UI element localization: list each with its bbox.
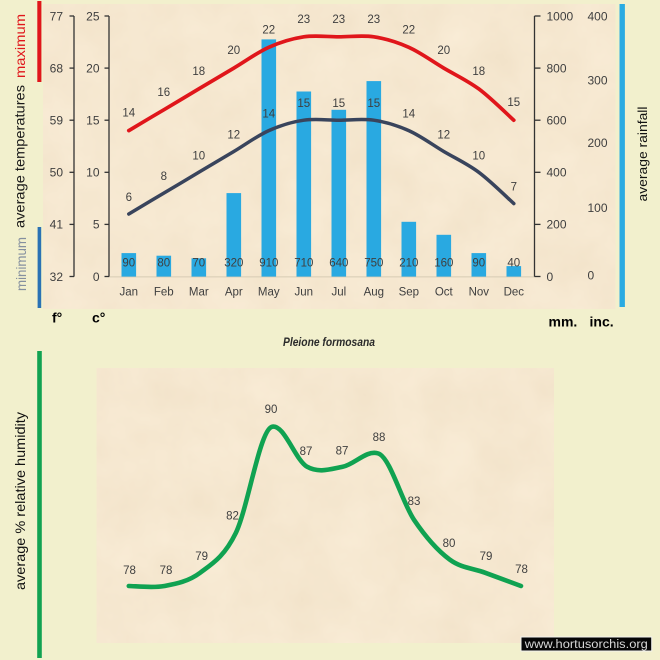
svg-text:7: 7 xyxy=(511,182,517,194)
svg-text:320: 320 xyxy=(224,257,243,269)
svg-text:80: 80 xyxy=(443,538,456,550)
svg-text:210: 210 xyxy=(399,257,418,269)
svg-text:inc.: inc. xyxy=(590,314,614,330)
svg-text:22: 22 xyxy=(262,24,275,36)
svg-text:0: 0 xyxy=(588,268,595,282)
svg-text:160: 160 xyxy=(434,257,453,269)
svg-text:15: 15 xyxy=(367,98,380,110)
svg-text:41: 41 xyxy=(50,218,64,232)
svg-text:68: 68 xyxy=(50,61,64,75)
svg-text:87: 87 xyxy=(336,446,349,458)
svg-text:87: 87 xyxy=(300,446,313,458)
svg-text:18: 18 xyxy=(472,66,485,78)
svg-text:Oct: Oct xyxy=(435,286,454,298)
svg-text:12: 12 xyxy=(227,130,240,142)
svg-text:25: 25 xyxy=(86,9,100,23)
svg-text:Jan: Jan xyxy=(120,286,139,298)
svg-text:Dec: Dec xyxy=(504,286,525,298)
svg-text:910: 910 xyxy=(259,257,278,269)
svg-text:Jul: Jul xyxy=(331,286,346,298)
svg-text:40: 40 xyxy=(507,257,520,269)
svg-text:minimum: minimum xyxy=(13,237,29,291)
svg-text:200: 200 xyxy=(588,136,608,150)
svg-text:maximum: maximum xyxy=(12,14,28,78)
svg-text:90: 90 xyxy=(472,257,485,269)
svg-text:640: 640 xyxy=(329,257,348,269)
svg-text:18: 18 xyxy=(192,66,205,78)
svg-text:600: 600 xyxy=(547,114,567,128)
svg-text:22: 22 xyxy=(402,24,415,36)
svg-text:6: 6 xyxy=(126,192,132,204)
svg-text:Pleione formosana: Pleione formosana xyxy=(283,335,375,349)
svg-text:77: 77 xyxy=(50,9,64,23)
svg-text:15: 15 xyxy=(297,98,310,110)
svg-text:710: 710 xyxy=(294,257,313,269)
svg-text:100: 100 xyxy=(588,201,608,215)
svg-text:10: 10 xyxy=(472,150,485,162)
svg-text:Mar: Mar xyxy=(189,286,209,298)
svg-text:mm.: mm. xyxy=(549,314,578,330)
svg-text:82: 82 xyxy=(226,511,239,523)
svg-text:50: 50 xyxy=(50,166,64,180)
svg-text:750: 750 xyxy=(364,257,383,269)
svg-text:10: 10 xyxy=(192,150,205,162)
svg-text:Aug: Aug xyxy=(364,286,384,298)
svg-text:79: 79 xyxy=(195,551,208,563)
svg-text:16: 16 xyxy=(157,87,170,99)
svg-text:12: 12 xyxy=(437,130,450,142)
svg-text:78: 78 xyxy=(515,564,528,576)
svg-text:Sep: Sep xyxy=(399,286,419,298)
svg-text:Jun: Jun xyxy=(295,286,314,298)
svg-text:15: 15 xyxy=(507,97,520,109)
svg-text:15: 15 xyxy=(332,98,345,110)
svg-text:20: 20 xyxy=(227,45,240,57)
svg-text:14: 14 xyxy=(122,108,135,120)
svg-text:400: 400 xyxy=(547,166,567,180)
svg-text:c°: c° xyxy=(92,310,105,326)
svg-text:Nov: Nov xyxy=(469,286,490,298)
svg-text:May: May xyxy=(258,286,280,298)
svg-text:www.hortusorchis.org: www.hortusorchis.org xyxy=(524,639,648,651)
svg-text:8: 8 xyxy=(161,171,167,183)
svg-text:78: 78 xyxy=(160,565,173,577)
svg-text:20: 20 xyxy=(86,61,100,75)
svg-text:average temperatures: average temperatures xyxy=(12,85,28,228)
svg-text:15: 15 xyxy=(86,114,100,128)
svg-text:10: 10 xyxy=(86,166,100,180)
svg-text:14: 14 xyxy=(402,109,415,121)
svg-text:70: 70 xyxy=(192,257,205,269)
svg-text:23: 23 xyxy=(297,14,310,26)
svg-text:59: 59 xyxy=(50,114,64,128)
svg-text:400: 400 xyxy=(588,9,608,23)
svg-text:0: 0 xyxy=(547,270,554,284)
svg-text:1000: 1000 xyxy=(547,9,574,23)
svg-text:80: 80 xyxy=(157,257,170,269)
svg-text:f°: f° xyxy=(52,310,62,326)
svg-text:300: 300 xyxy=(588,73,608,87)
svg-text:Apr: Apr xyxy=(225,286,243,298)
svg-text:32: 32 xyxy=(50,270,64,284)
svg-text:23: 23 xyxy=(367,14,380,26)
svg-text:14: 14 xyxy=(262,109,275,121)
svg-text:200: 200 xyxy=(547,218,567,232)
svg-text:average rainfall: average rainfall xyxy=(635,106,650,201)
svg-text:90: 90 xyxy=(265,404,278,416)
svg-text:90: 90 xyxy=(122,257,135,269)
svg-text:78: 78 xyxy=(123,565,136,577)
svg-text:79: 79 xyxy=(480,551,493,563)
svg-text:800: 800 xyxy=(547,61,567,75)
svg-text:23: 23 xyxy=(332,14,345,26)
svg-text:5: 5 xyxy=(93,218,100,232)
svg-text:0: 0 xyxy=(93,270,100,284)
svg-text:83: 83 xyxy=(408,496,421,508)
svg-text:average % relative humidity: average % relative humidity xyxy=(12,412,28,590)
svg-text:20: 20 xyxy=(437,45,450,57)
svg-text:88: 88 xyxy=(373,432,386,444)
svg-text:Feb: Feb xyxy=(154,286,174,298)
